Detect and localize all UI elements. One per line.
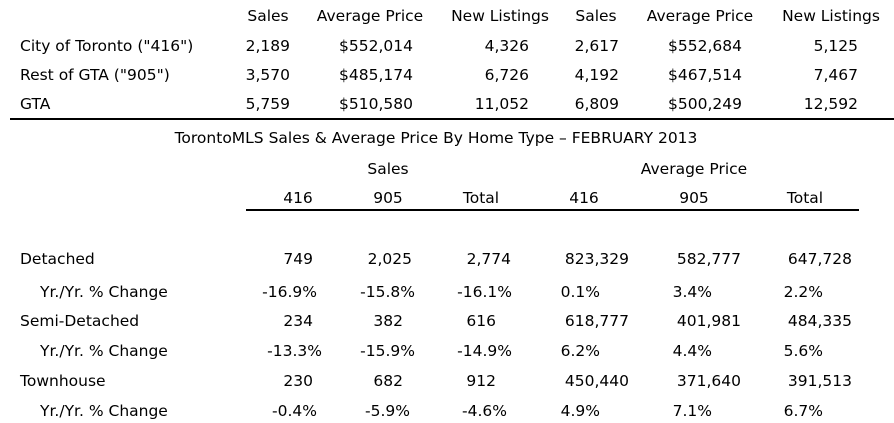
row-label-city-of-toronto: City of Toronto ("416") bbox=[20, 37, 194, 55]
cell: $485,174 bbox=[339, 66, 413, 84]
cell: $467,514 bbox=[668, 66, 742, 84]
cell: 823,329 bbox=[564, 250, 629, 268]
column-header-905: 905 bbox=[373, 189, 403, 207]
cell: 749 bbox=[283, 250, 313, 268]
cell: -4.6% bbox=[462, 402, 507, 420]
header-underline bbox=[246, 209, 859, 211]
section-divider bbox=[10, 118, 894, 120]
cell: $552,684 bbox=[668, 37, 742, 55]
header-new-listings-2: New Listings bbox=[782, 7, 880, 25]
cell: 234 bbox=[283, 312, 313, 330]
cell: 0.1% bbox=[560, 283, 600, 301]
row-label-gta: GTA bbox=[20, 95, 51, 113]
cell: 450,440 bbox=[564, 372, 629, 390]
column-header-416: 416 bbox=[283, 189, 313, 207]
header-new-listings-1: New Listings bbox=[451, 7, 549, 25]
cell: 5,759 bbox=[245, 95, 290, 113]
cell: 582,777 bbox=[676, 250, 741, 268]
cell: 682 bbox=[373, 372, 403, 390]
cell: 2,189 bbox=[245, 37, 290, 55]
cell: 4.9% bbox=[560, 402, 600, 420]
column-header-total: Total bbox=[786, 189, 824, 207]
cell: 618,777 bbox=[564, 312, 629, 330]
cell: 4,192 bbox=[574, 66, 619, 84]
header-sales-2: Sales bbox=[575, 7, 617, 25]
table-title: TorontoMLS Sales & Average Price By Home… bbox=[174, 129, 698, 147]
cell: 616 bbox=[466, 312, 496, 330]
row-label-detached: Detached bbox=[20, 250, 95, 268]
column-header-total: Total bbox=[462, 189, 500, 207]
cell: -16.1% bbox=[457, 283, 512, 301]
cell: 401,981 bbox=[676, 312, 741, 330]
row-label-yoy-change: Yr./Yr. % Change bbox=[40, 283, 168, 301]
cell: 12,592 bbox=[803, 95, 858, 113]
group-header-sales: Sales bbox=[367, 160, 409, 178]
cell: -5.9% bbox=[365, 402, 410, 420]
cell: 6.2% bbox=[560, 342, 600, 360]
cell: 4.4% bbox=[672, 342, 712, 360]
cell: -0.4% bbox=[272, 402, 317, 420]
cell: 647,728 bbox=[787, 250, 852, 268]
cell: -16.9% bbox=[262, 283, 317, 301]
cell: 5.6% bbox=[783, 342, 823, 360]
column-header-905: 905 bbox=[679, 189, 709, 207]
cell: $500,249 bbox=[668, 95, 742, 113]
row-label-yoy-change: Yr./Yr. % Change bbox=[40, 402, 168, 420]
cell: 391,513 bbox=[787, 372, 852, 390]
group-header-average-price: Average Price bbox=[640, 160, 748, 178]
cell: 912 bbox=[466, 372, 496, 390]
cell: 6,809 bbox=[574, 95, 619, 113]
cell: 382 bbox=[373, 312, 403, 330]
cell: -15.9% bbox=[360, 342, 415, 360]
cell: 3.4% bbox=[672, 283, 712, 301]
cell: -13.3% bbox=[267, 342, 322, 360]
cell: 3,570 bbox=[245, 66, 290, 84]
cell: 2,617 bbox=[574, 37, 619, 55]
header-average-price-2: Average Price bbox=[646, 7, 754, 25]
row-label-semi-detached: Semi-Detached bbox=[20, 312, 140, 330]
cell: 2.2% bbox=[783, 283, 823, 301]
cell: 6.7% bbox=[783, 402, 823, 420]
cell: 6,726 bbox=[484, 66, 529, 84]
cell: 2,774 bbox=[466, 250, 511, 268]
cell: -14.9% bbox=[457, 342, 512, 360]
row-label-townhouse: Townhouse bbox=[20, 372, 106, 390]
cell: -15.8% bbox=[360, 283, 415, 301]
header-average-price-1: Average Price bbox=[316, 7, 424, 25]
cell: 7.1% bbox=[672, 402, 712, 420]
row-label-yoy-change: Yr./Yr. % Change bbox=[40, 342, 168, 360]
cell: 2,025 bbox=[367, 250, 412, 268]
cell: 11,052 bbox=[474, 95, 529, 113]
row-label-rest-of-gta: Rest of GTA ("905") bbox=[20, 66, 170, 84]
column-header-416: 416 bbox=[569, 189, 599, 207]
header-sales-1: Sales bbox=[247, 7, 289, 25]
cell: 230 bbox=[283, 372, 313, 390]
cell: 7,467 bbox=[813, 66, 858, 84]
cell: 371,640 bbox=[676, 372, 741, 390]
cell: $552,014 bbox=[339, 37, 413, 55]
cell: 4,326 bbox=[484, 37, 529, 55]
cell: 484,335 bbox=[787, 312, 852, 330]
cell: $510,580 bbox=[339, 95, 413, 113]
cell: 5,125 bbox=[813, 37, 858, 55]
